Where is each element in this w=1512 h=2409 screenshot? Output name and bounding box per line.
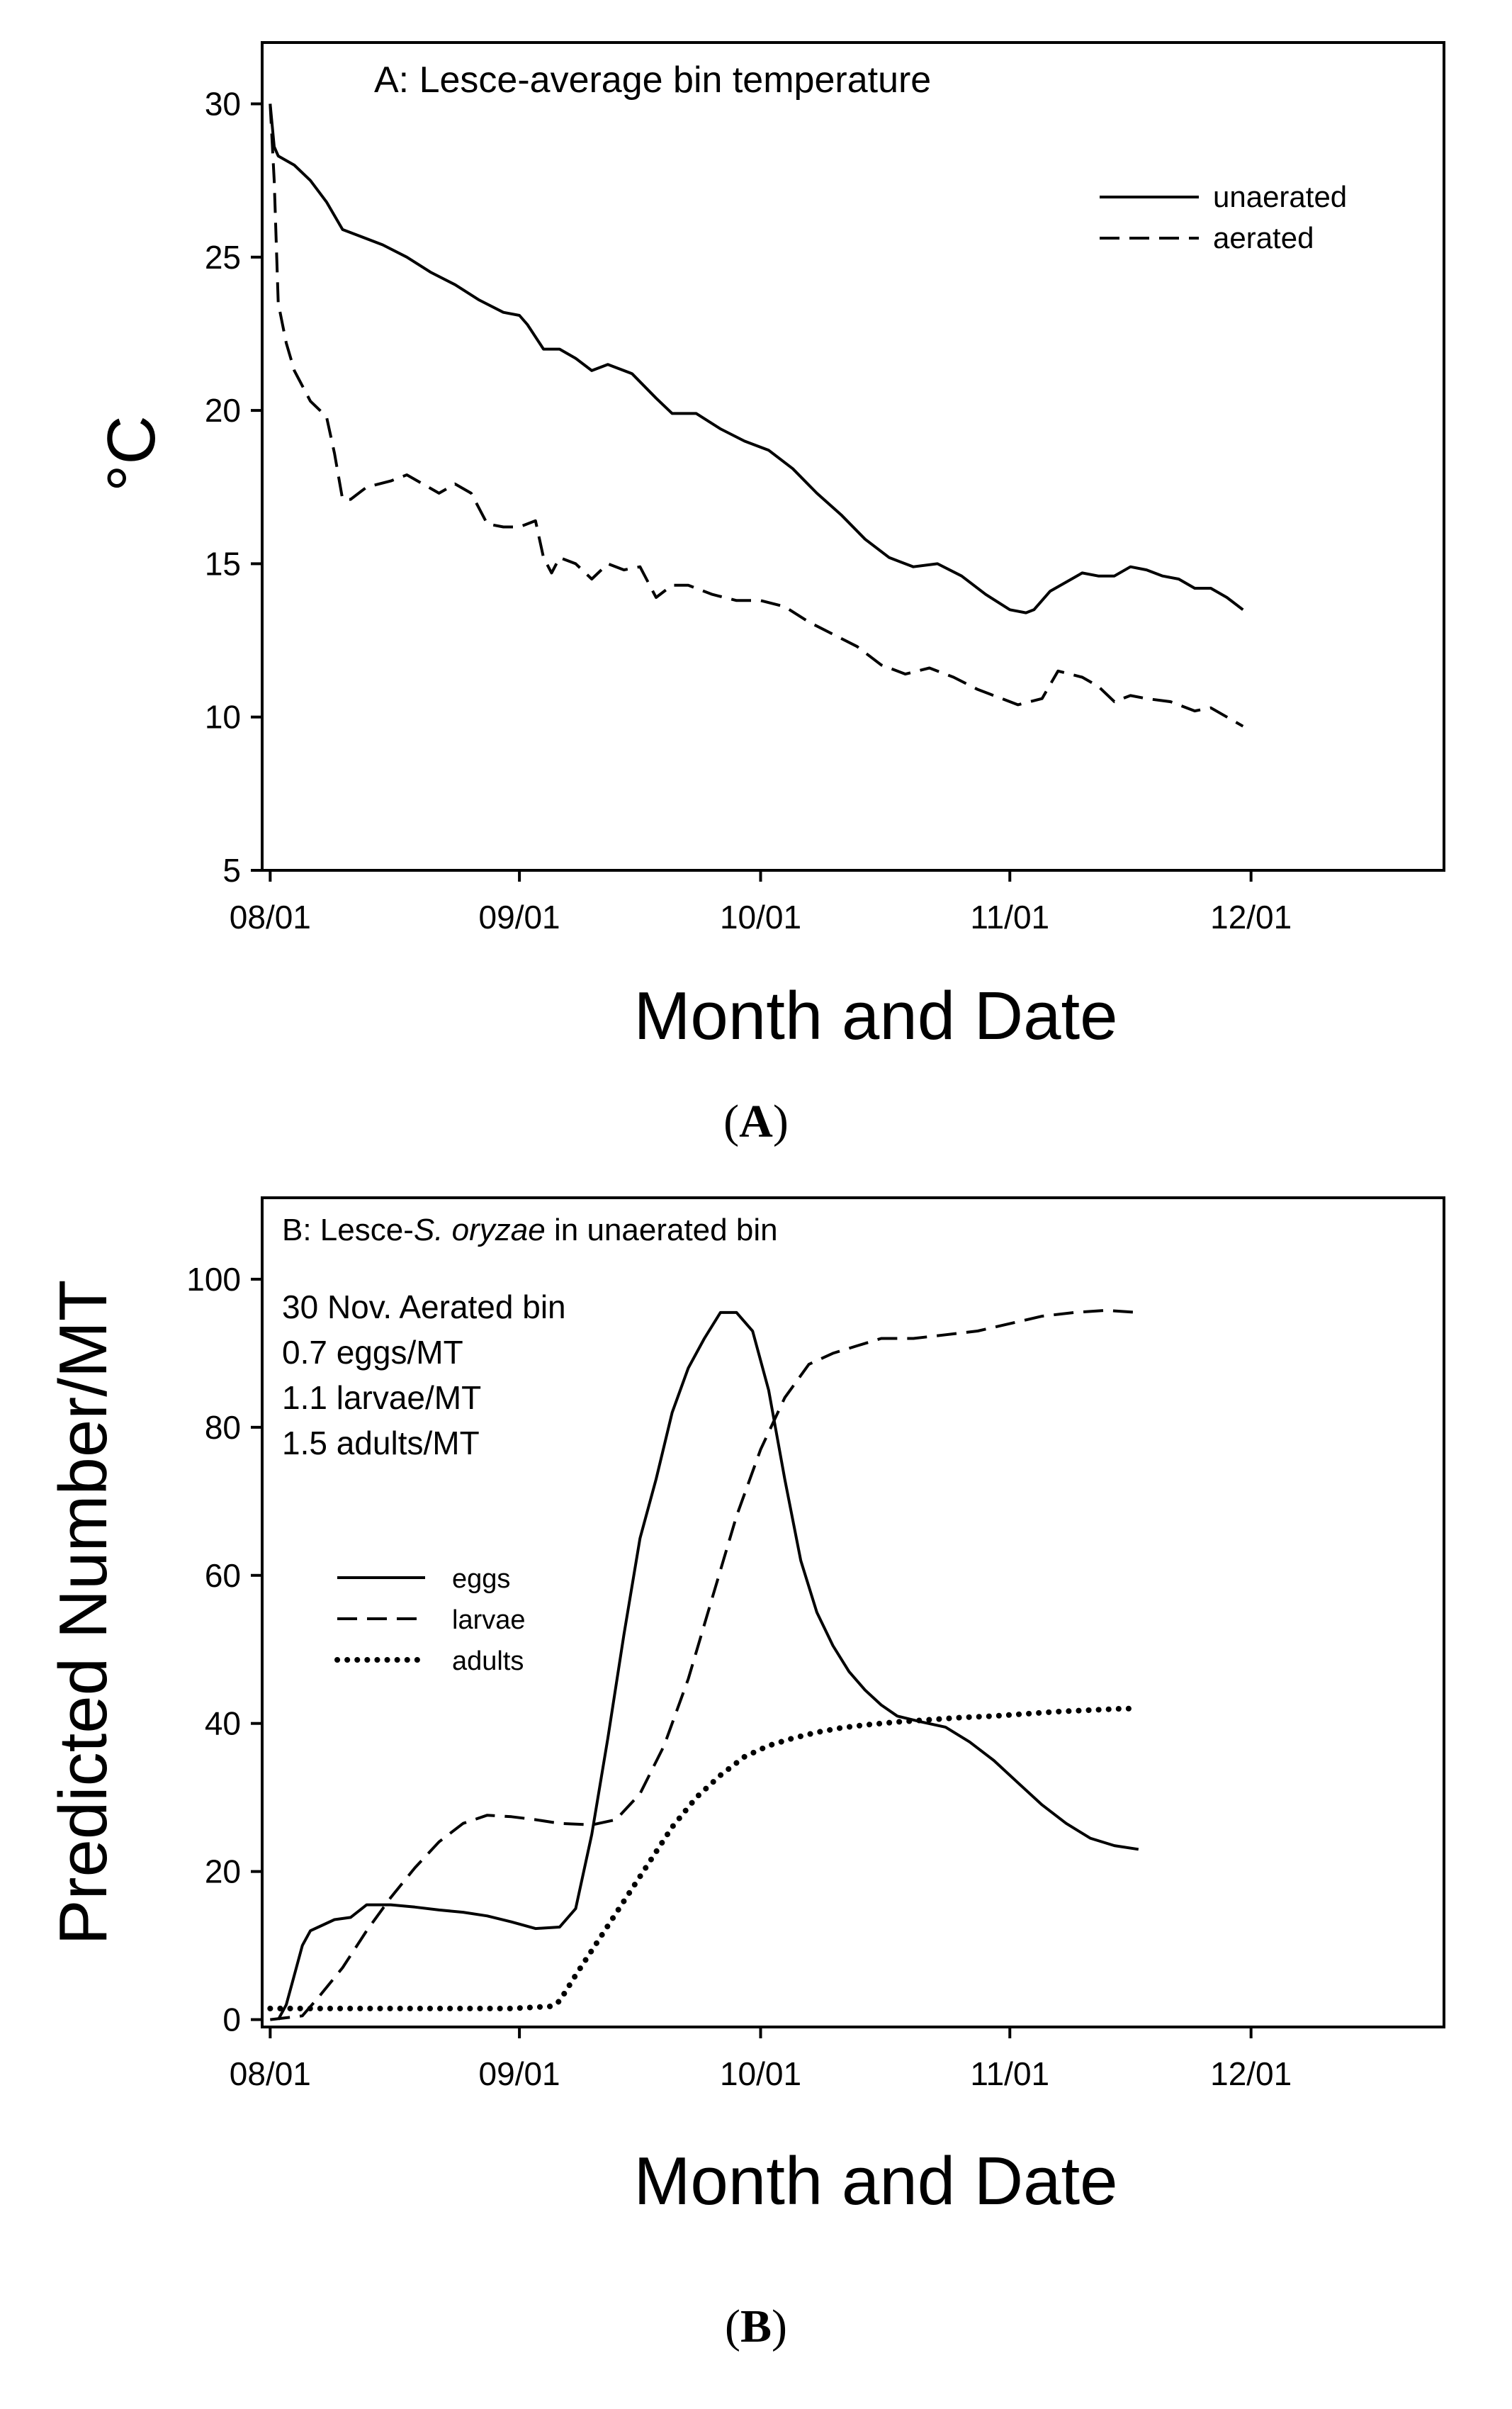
y-tick-label: 40: [205, 1705, 241, 1742]
legend-b: eggs larvae adults: [334, 1564, 526, 1676]
legend-b-larvae-label: larvae: [452, 1605, 526, 1635]
chart-a-xlabel: Month and Date: [633, 978, 1117, 1054]
chart-b: 0 20 40 60 80 100 08/01 09/01 10/01 11/01 12/01 B…: [45, 1196, 1445, 2219]
x-tick-label: 08/01: [230, 2055, 311, 2092]
annotation-line: 1.1 larvae/MT: [282, 1379, 481, 1416]
x-tick-label: 12/01: [1210, 2055, 1292, 2092]
x-tick-label: 10/01: [720, 899, 801, 936]
x-tick-label: 11/01: [970, 2055, 1049, 2092]
chart-a-title: A: Lesce-average bin temperature: [374, 60, 931, 101]
y-tick-label: 10: [205, 699, 241, 736]
legend-a: unaerated aerated: [1100, 180, 1347, 254]
series-line-unaerated: [269, 103, 1244, 614]
series-line-adults: [267, 1705, 1141, 2011]
legend-b-adults-label: adults: [452, 1646, 524, 1676]
panel-a-caption: (A): [723, 1096, 789, 1147]
x-tick-label: 08/01: [230, 899, 311, 936]
annotation-line: 0.7 eggs/MT: [282, 1334, 463, 1371]
y-tick-label: 15: [205, 545, 241, 582]
y-tick-label: 60: [205, 1557, 241, 1594]
chart-a-ylabel: °C: [94, 415, 169, 492]
y-tick-label: 20: [205, 1853, 241, 1890]
series-line-aerated: [269, 103, 1244, 728]
series-line-larvae: [270, 1308, 1139, 2021]
y-tick-label: 0: [222, 2001, 241, 2038]
x-tick-label: 12/01: [1210, 899, 1292, 936]
plot-frame-b: [261, 1196, 1445, 2028]
chart-b-annotations: 30 Nov. Aerated bin 0.7 eggs/MT 1.1 larv…: [282, 1288, 566, 1461]
legend-b-eggs-label: eggs: [452, 1564, 510, 1594]
y-tick-label: 80: [205, 1409, 241, 1446]
chart-b-ylabel: Predicted Number/MT: [45, 1280, 121, 1945]
x-tick-label: 10/01: [720, 2055, 801, 2092]
y-tick-label: 25: [205, 239, 241, 276]
y-tick-label: 30: [205, 86, 241, 123]
x-tick-label: 09/01: [479, 899, 560, 936]
chart-b-title: B: Lesce-S. oryzae in unaerated bin: [282, 1213, 778, 1247]
x-tick-label: 09/01: [479, 2055, 560, 2092]
legend-a-aerated-label: aerated: [1213, 221, 1314, 254]
annotation-line: 1.5 adults/MT: [282, 1425, 480, 1461]
x-tick-label: 11/01: [970, 899, 1049, 936]
annotation-line: 30 Nov. Aerated bin: [282, 1288, 566, 1325]
panel-b-caption: (B): [725, 2301, 787, 2352]
y-tick-label: 5: [222, 852, 241, 889]
legend-a-unaerated-label: unaerated: [1213, 180, 1347, 213]
series-line-eggs: [276, 1310, 1139, 2021]
plot-frame-a: [261, 41, 1445, 872]
y-tick-label: 20: [205, 392, 241, 429]
y-tick-label: 100: [186, 1261, 241, 1298]
chart-a: 5 10 15 20 25 30 08/01 09/01 10/01 11/01 12/01 A:…: [94, 41, 1445, 1054]
chart-b-xlabel: Month and Date: [633, 2143, 1117, 2219]
